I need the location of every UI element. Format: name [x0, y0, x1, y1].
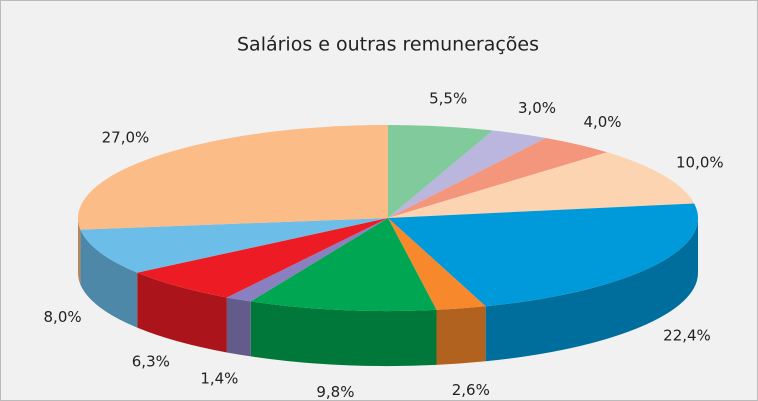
slice — [388, 152, 695, 218]
slice — [388, 137, 608, 218]
slice — [250, 218, 437, 311]
slice-side — [80, 229, 138, 328]
slice-side — [226, 297, 251, 357]
slice — [77, 125, 388, 230]
data-label: 5,5% — [429, 89, 467, 107]
data-label: 1,4% — [200, 370, 238, 388]
data-label: 22,4% — [663, 326, 711, 344]
slice-side — [485, 218, 698, 362]
data-label: 4,0% — [583, 113, 621, 131]
data-label: 27,0% — [102, 128, 150, 146]
data-label: 9,8% — [316, 383, 354, 401]
chart-title: Salários e outras remunerações — [237, 34, 539, 56]
data-label: 3,0% — [518, 99, 556, 117]
slice — [388, 203, 699, 307]
data-label: 6,3% — [132, 352, 170, 370]
data-label: 10,0% — [676, 154, 724, 172]
slice — [388, 130, 546, 218]
data-label: 2,6% — [452, 381, 490, 399]
slice — [80, 218, 388, 273]
slice — [226, 218, 388, 302]
slice — [137, 218, 388, 298]
slice-side — [78, 218, 81, 285]
slice-side — [137, 272, 227, 353]
slice-side — [436, 306, 486, 365]
slice — [388, 125, 494, 218]
data-label: 8,0% — [44, 308, 82, 326]
slice-side — [250, 301, 437, 366]
slice — [388, 218, 486, 310]
